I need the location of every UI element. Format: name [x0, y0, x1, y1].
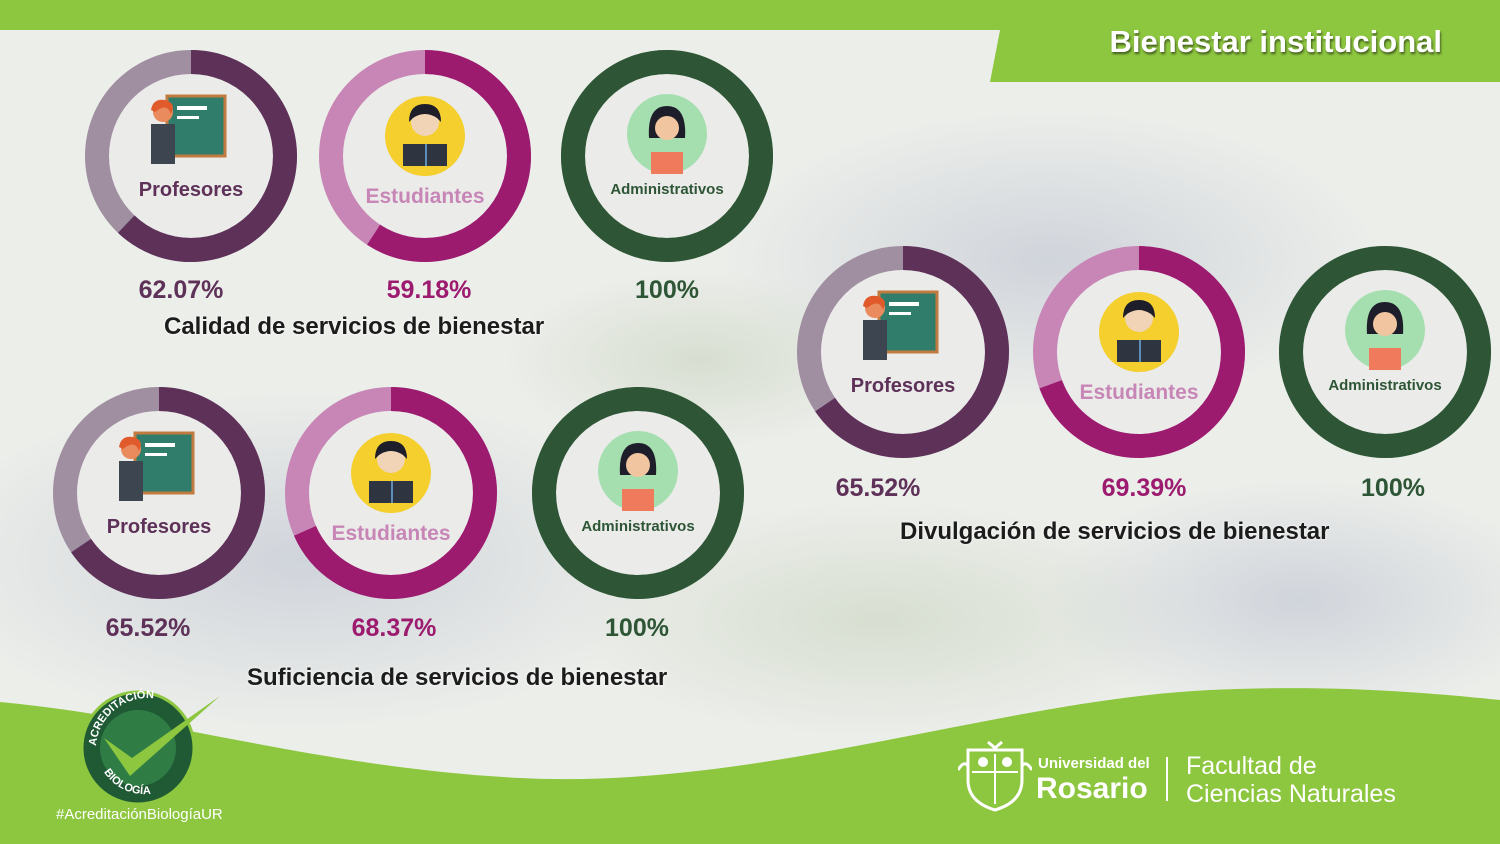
donut-value-arc: [53, 387, 265, 599]
donut-value-arc: [85, 50, 297, 262]
page-title: Bienestar institucional: [1109, 24, 1442, 59]
faculty-name-line2: Ciencias Naturales: [1186, 780, 1396, 808]
donut-value-arc: [1279, 246, 1491, 458]
donut-label: Administrativos: [610, 181, 723, 198]
donut-value-arc: [797, 246, 1009, 458]
donut-label: Estudiantes: [331, 522, 450, 545]
donut-label: Profesores: [851, 375, 956, 397]
donut-calidad-estudiantes: Estudiantes: [319, 50, 531, 262]
value-label: 59.18%: [386, 276, 472, 304]
student-icon: [385, 96, 465, 176]
title-band: [990, 20, 1500, 82]
value-label: 100%: [1361, 474, 1425, 502]
admin-icon: [1345, 290, 1425, 370]
value-label: 62.07%: [138, 276, 224, 304]
student-icon: [1099, 292, 1179, 372]
value-label: 68.37%: [351, 614, 437, 642]
donut-value-arc: [1033, 246, 1245, 458]
donut-divulgacion-estudiantes: Estudiantes: [1033, 246, 1245, 458]
donut-label: Profesores: [139, 179, 244, 201]
donut-calidad-administrativos: Administrativos: [561, 50, 773, 262]
value-label: 65.52%: [835, 474, 921, 502]
accreditation-badge: ACREDITACIÓN BIOLOGÍA: [80, 688, 220, 804]
value-label: 100%: [635, 276, 699, 304]
brand-divider: [1166, 757, 1168, 801]
university-name-line2: Rosario: [1036, 772, 1148, 805]
donut-label: Administrativos: [581, 518, 694, 535]
hashtag: #AcreditaciónBiologíaUR: [56, 806, 223, 823]
donut-value-arc: [561, 50, 773, 262]
admin-icon: [598, 431, 678, 511]
section-title-divulgacion: Divulgación de servicios de bienestar: [900, 518, 1330, 545]
teacher-icon: [863, 290, 939, 360]
student-icon: [351, 433, 431, 513]
university-crest-icon: [958, 740, 1032, 812]
university-name-line1: Universidad del: [1038, 755, 1150, 772]
donut-label: Profesores: [107, 516, 212, 538]
donut-suficiencia-estudiantes: Estudiantes: [285, 387, 497, 599]
donut-label: Estudiantes: [1079, 381, 1198, 404]
admin-icon: [627, 94, 707, 174]
donut-label: Estudiantes: [365, 185, 484, 208]
donut-calidad-profesores: Profesores: [85, 50, 297, 262]
donut-suficiencia-administrativos: Administrativos: [532, 387, 744, 599]
value-label: 65.52%: [105, 614, 191, 642]
donut-suficiencia-profesores: Profesores: [53, 387, 265, 599]
faculty-name-line1: Facultad de: [1186, 752, 1317, 780]
donut-divulgacion-administrativos: Administrativos: [1279, 246, 1491, 458]
donut-divulgacion-profesores: Profesores: [797, 246, 1009, 458]
teacher-icon: [151, 94, 227, 164]
donut-label: Administrativos: [1328, 377, 1441, 394]
teacher-icon: [119, 431, 195, 501]
section-title-suficiencia: Suficiencia de servicios de bienestar: [247, 664, 668, 691]
donut-value-arc: [319, 50, 531, 262]
donut-value-arc: [285, 387, 497, 599]
donut-value-arc: [532, 387, 744, 599]
value-label: 69.39%: [1101, 474, 1187, 502]
section-title-calidad: Calidad de servicios de bienestar: [164, 313, 545, 340]
value-label: 100%: [605, 614, 669, 642]
